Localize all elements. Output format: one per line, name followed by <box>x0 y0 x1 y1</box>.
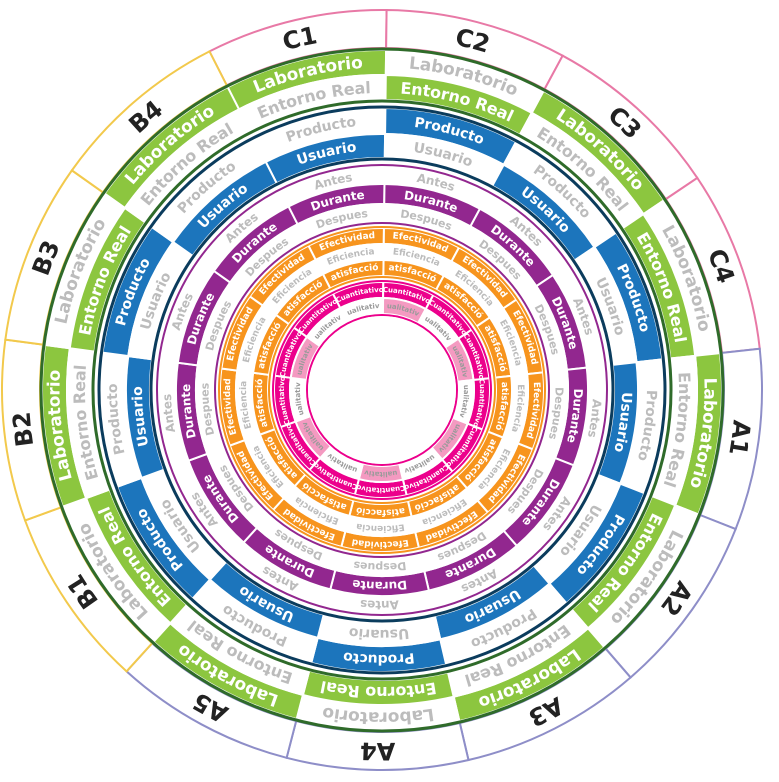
usuario-label: Usuario <box>348 624 410 642</box>
wheel-rings <box>1 9 763 771</box>
producto-label: Producto <box>342 648 415 667</box>
laboratorio-outer-border <box>39 47 725 733</box>
despues-label: Despues <box>352 558 407 573</box>
outer-sector-label: A4 <box>359 736 395 765</box>
center-hub <box>308 316 456 464</box>
cualitativo-inner-border <box>306 314 458 466</box>
antes-outer-border <box>156 164 608 616</box>
eficiencia-label: Eficiencia <box>355 521 405 533</box>
usuario-inner-border <box>149 157 615 623</box>
efectividad-outer-border <box>218 226 546 554</box>
efectividad-label: Efectividad <box>351 536 409 549</box>
outer-sector-label: A1 <box>723 419 755 458</box>
antes-label: Antes <box>160 394 178 434</box>
antes-label: Antes <box>359 597 399 612</box>
cuantitativo-outer-border <box>272 280 492 500</box>
entorno-real-inner-border <box>91 99 673 681</box>
durante-label: Durante <box>351 577 407 593</box>
cuantitativo-label: Cuantitativo <box>356 483 406 494</box>
satisfaccion-inner-border <box>268 276 496 504</box>
despues-inner-border <box>214 222 550 558</box>
producto-outer-border <box>97 105 667 675</box>
antes-label: Antes <box>585 399 604 439</box>
